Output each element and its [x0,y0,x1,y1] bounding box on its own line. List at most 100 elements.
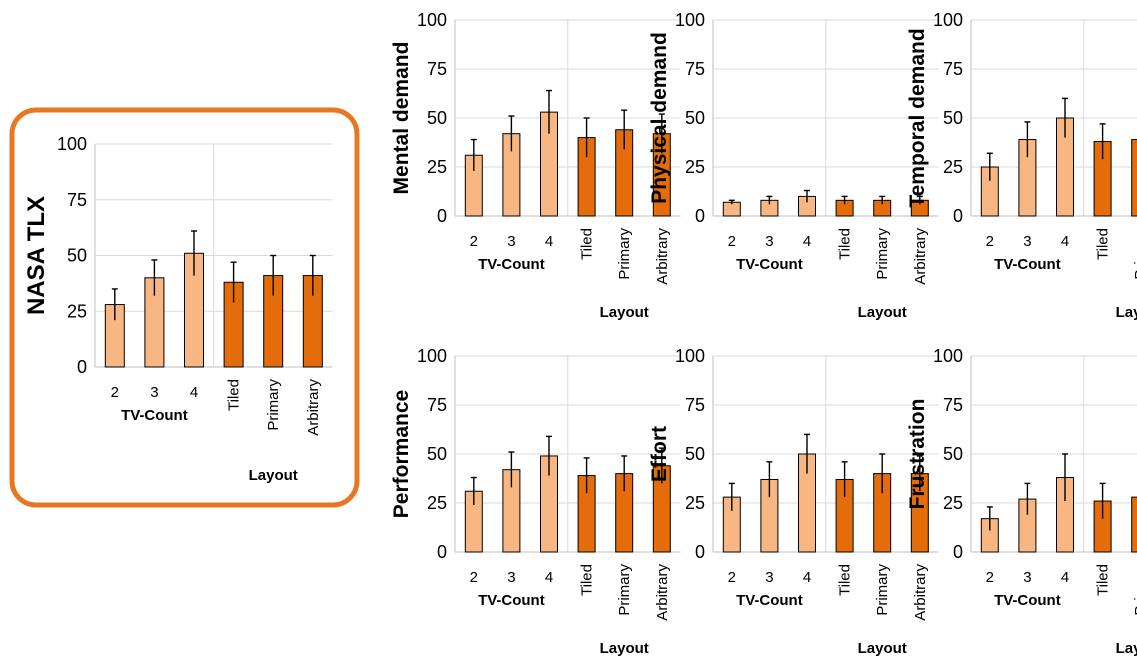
chart-panel: 0 25 50 75 100 Frustration 2 3 4 Tiled Primary Arbi… [906,346,1137,657]
x-tick-label: 2 [111,384,119,401]
x-tick-label: 4 [545,569,553,586]
x-tick-label: 3 [150,384,158,401]
y-tick-label: 25 [67,301,87,321]
x-tick-label: 2 [728,233,736,250]
y-tick-label: 25 [943,493,963,513]
x-tick-label: Primary [616,564,633,616]
x-tick-label: 4 [1061,569,1069,586]
y-tick-label: 25 [943,157,963,177]
x-tick-label: Primary [874,228,891,280]
y-tick-label: 50 [943,444,963,464]
y-tick-label: 100 [57,134,87,154]
x-tick-label: Primary [616,228,633,280]
x-tick-label: Arbitrary [912,564,929,621]
x-tick-label: Arbitrary [912,228,929,285]
y-axis-label: Effort [648,426,671,482]
group-label-layout: Layout [1116,640,1137,657]
x-tick-label: Primary [874,564,891,616]
y-tick-label: 0 [695,542,705,562]
group-label-tvcount: TV-Count [736,592,803,609]
highlight-frame [9,107,360,508]
y-tick-label: 75 [943,395,963,415]
group-label-layout: Layout [858,304,907,321]
group-label-layout: Layout [1116,304,1137,321]
y-tick-label: 75 [685,395,705,415]
y-tick-label: 0 [77,357,87,377]
y-tick-label: 75 [427,59,447,79]
y-tick-label: 75 [427,395,447,415]
y-tick-label: 75 [685,59,705,79]
x-tick-label: Arbitrary [305,379,322,436]
y-tick-label: 50 [427,108,447,128]
group-label-tvcount: TV-Count [478,256,545,273]
chart-panel: 0 25 50 75 100 Performance 2 3 4 Tiled Primary Arbi… [390,346,681,657]
x-tick-label: 3 [507,233,515,250]
y-tick-label: 100 [933,10,963,30]
x-tick-label: 2 [986,233,994,250]
group-label-tvcount: TV-Count [478,592,545,609]
y-axis-label: Performance [390,390,413,518]
x-tick-label: 4 [190,384,198,401]
x-tick-label: Tiled [579,228,596,260]
x-tick-label: Arbitrary [654,564,671,621]
y-tick-label: 0 [953,206,963,226]
y-axis-label: Frustration [906,399,929,510]
group-label-tvcount: TV-Count [994,256,1061,273]
group-label-layout: Layout [600,640,649,657]
x-tick-label: 3 [765,569,773,586]
chart-panel: 0 25 50 75 100 Effort 2 3 4 Tiled Primary Arbitrary… [648,346,939,657]
y-tick-label: 50 [427,444,447,464]
group-label-layout: Layout [249,467,298,484]
y-tick-label: 25 [685,493,705,513]
x-tick-label: Primary [265,379,282,431]
x-tick-label: 3 [1023,569,1031,586]
x-tick-label: Tiled [226,379,243,411]
x-tick-label: 2 [728,569,736,586]
y-tick-label: 50 [67,246,87,266]
y-tick-label: 25 [685,157,705,177]
y-tick-label: 75 [67,190,87,210]
x-tick-label: Primary [1132,228,1137,280]
x-tick-label: Tiled [1095,228,1112,260]
y-tick-label: 100 [675,346,705,366]
chart-panel: 0 25 50 75 100 NASA TLX 2 3 4 Tiled Primary Arbitra… [23,134,333,484]
x-tick-label: Arbitrary [654,228,671,285]
bar [1131,139,1137,217]
y-tick-label: 100 [933,346,963,366]
y-tick-label: 50 [685,444,705,464]
y-axis-label: NASA TLX [23,196,50,315]
bar [1131,496,1137,553]
y-tick-label: 100 [417,10,447,30]
y-tick-label: 0 [437,542,447,562]
x-tick-label: 4 [1061,233,1069,250]
y-tick-label: 50 [943,108,963,128]
x-tick-label: Tiled [1095,564,1112,596]
group-label-layout: Layout [858,640,907,657]
bar [722,201,741,217]
y-tick-label: 0 [437,206,447,226]
y-tick-label: 100 [675,10,705,30]
y-tick-label: 0 [953,542,963,562]
x-tick-label: 3 [1023,233,1031,250]
y-axis-label: Temporal demand [906,28,929,207]
group-label-layout: Layout [600,304,649,321]
y-tick-label: 75 [943,59,963,79]
x-tick-label: Tiled [837,564,854,596]
x-tick-label: 2 [470,569,478,586]
y-axis-label: Mental demand [390,42,413,195]
x-tick-label: Primary [1132,564,1137,616]
x-tick-label: 2 [986,569,994,586]
group-label-tvcount: TV-Count [994,592,1061,609]
y-axis-label: Physical demand [648,32,671,204]
group-label-tvcount: TV-Count [121,407,188,424]
x-tick-label: 3 [507,569,515,586]
y-tick-label: 25 [427,157,447,177]
group-label-tvcount: TV-Count [736,256,803,273]
y-tick-label: 100 [417,346,447,366]
y-tick-label: 50 [685,108,705,128]
y-tick-label: 0 [695,206,705,226]
x-tick-label: Tiled [579,564,596,596]
